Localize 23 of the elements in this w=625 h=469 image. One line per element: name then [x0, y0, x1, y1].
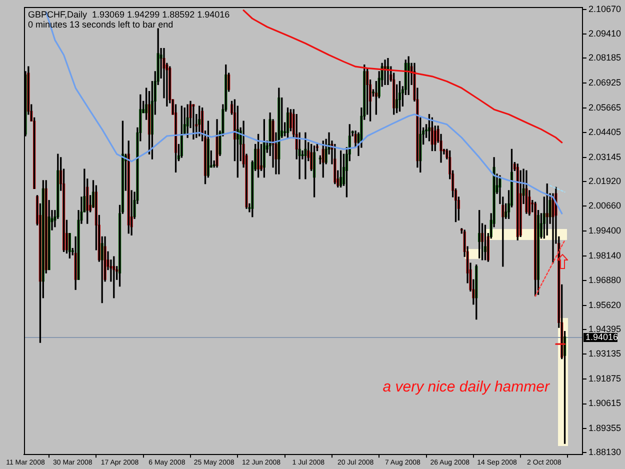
- y-tick-label: 2.08185: [588, 52, 622, 63]
- y-tick-label: 2.01920: [588, 176, 622, 186]
- text: 0 minutes 13 seconds left to bar end: [28, 19, 174, 30]
- y-tick-label: 1.93135: [588, 348, 622, 359]
- chart-title: GBPCHF,Daily 1.93069 1.94299 1.88592 1.94016: [28, 9, 230, 20]
- y-tick-label: 2.10670: [588, 4, 622, 14]
- ref-line-label: 1.94016: [585, 332, 618, 342]
- y-tick-label: 1.88130: [588, 447, 622, 458]
- y-tick-label: 2.09410: [588, 28, 622, 39]
- y-tick-label: 2.00660: [588, 200, 622, 211]
- y-tick-label: 2.05665: [588, 102, 622, 112]
- y-tick-label: 1.99400: [588, 225, 622, 236]
- y-tick-label: 2.04405: [588, 127, 622, 138]
- y-tick-label: 1.91875: [588, 373, 622, 384]
- y-tick-label: 2.06925: [588, 78, 622, 88]
- y-tick-label: 1.98140: [588, 250, 622, 260]
- y-tick-label: 1.94395: [588, 324, 622, 334]
- annotation: a very nice daily hammer: [382, 378, 550, 396]
- y-tick-label: 1.96880: [588, 275, 622, 286]
- y-tick-label: 2.03145: [588, 152, 622, 162]
- y-tick-label: 1.90615: [588, 398, 622, 408]
- y-tick-label: 1.95620: [588, 300, 622, 310]
- y-tick-label: 1.89355: [588, 423, 622, 434]
